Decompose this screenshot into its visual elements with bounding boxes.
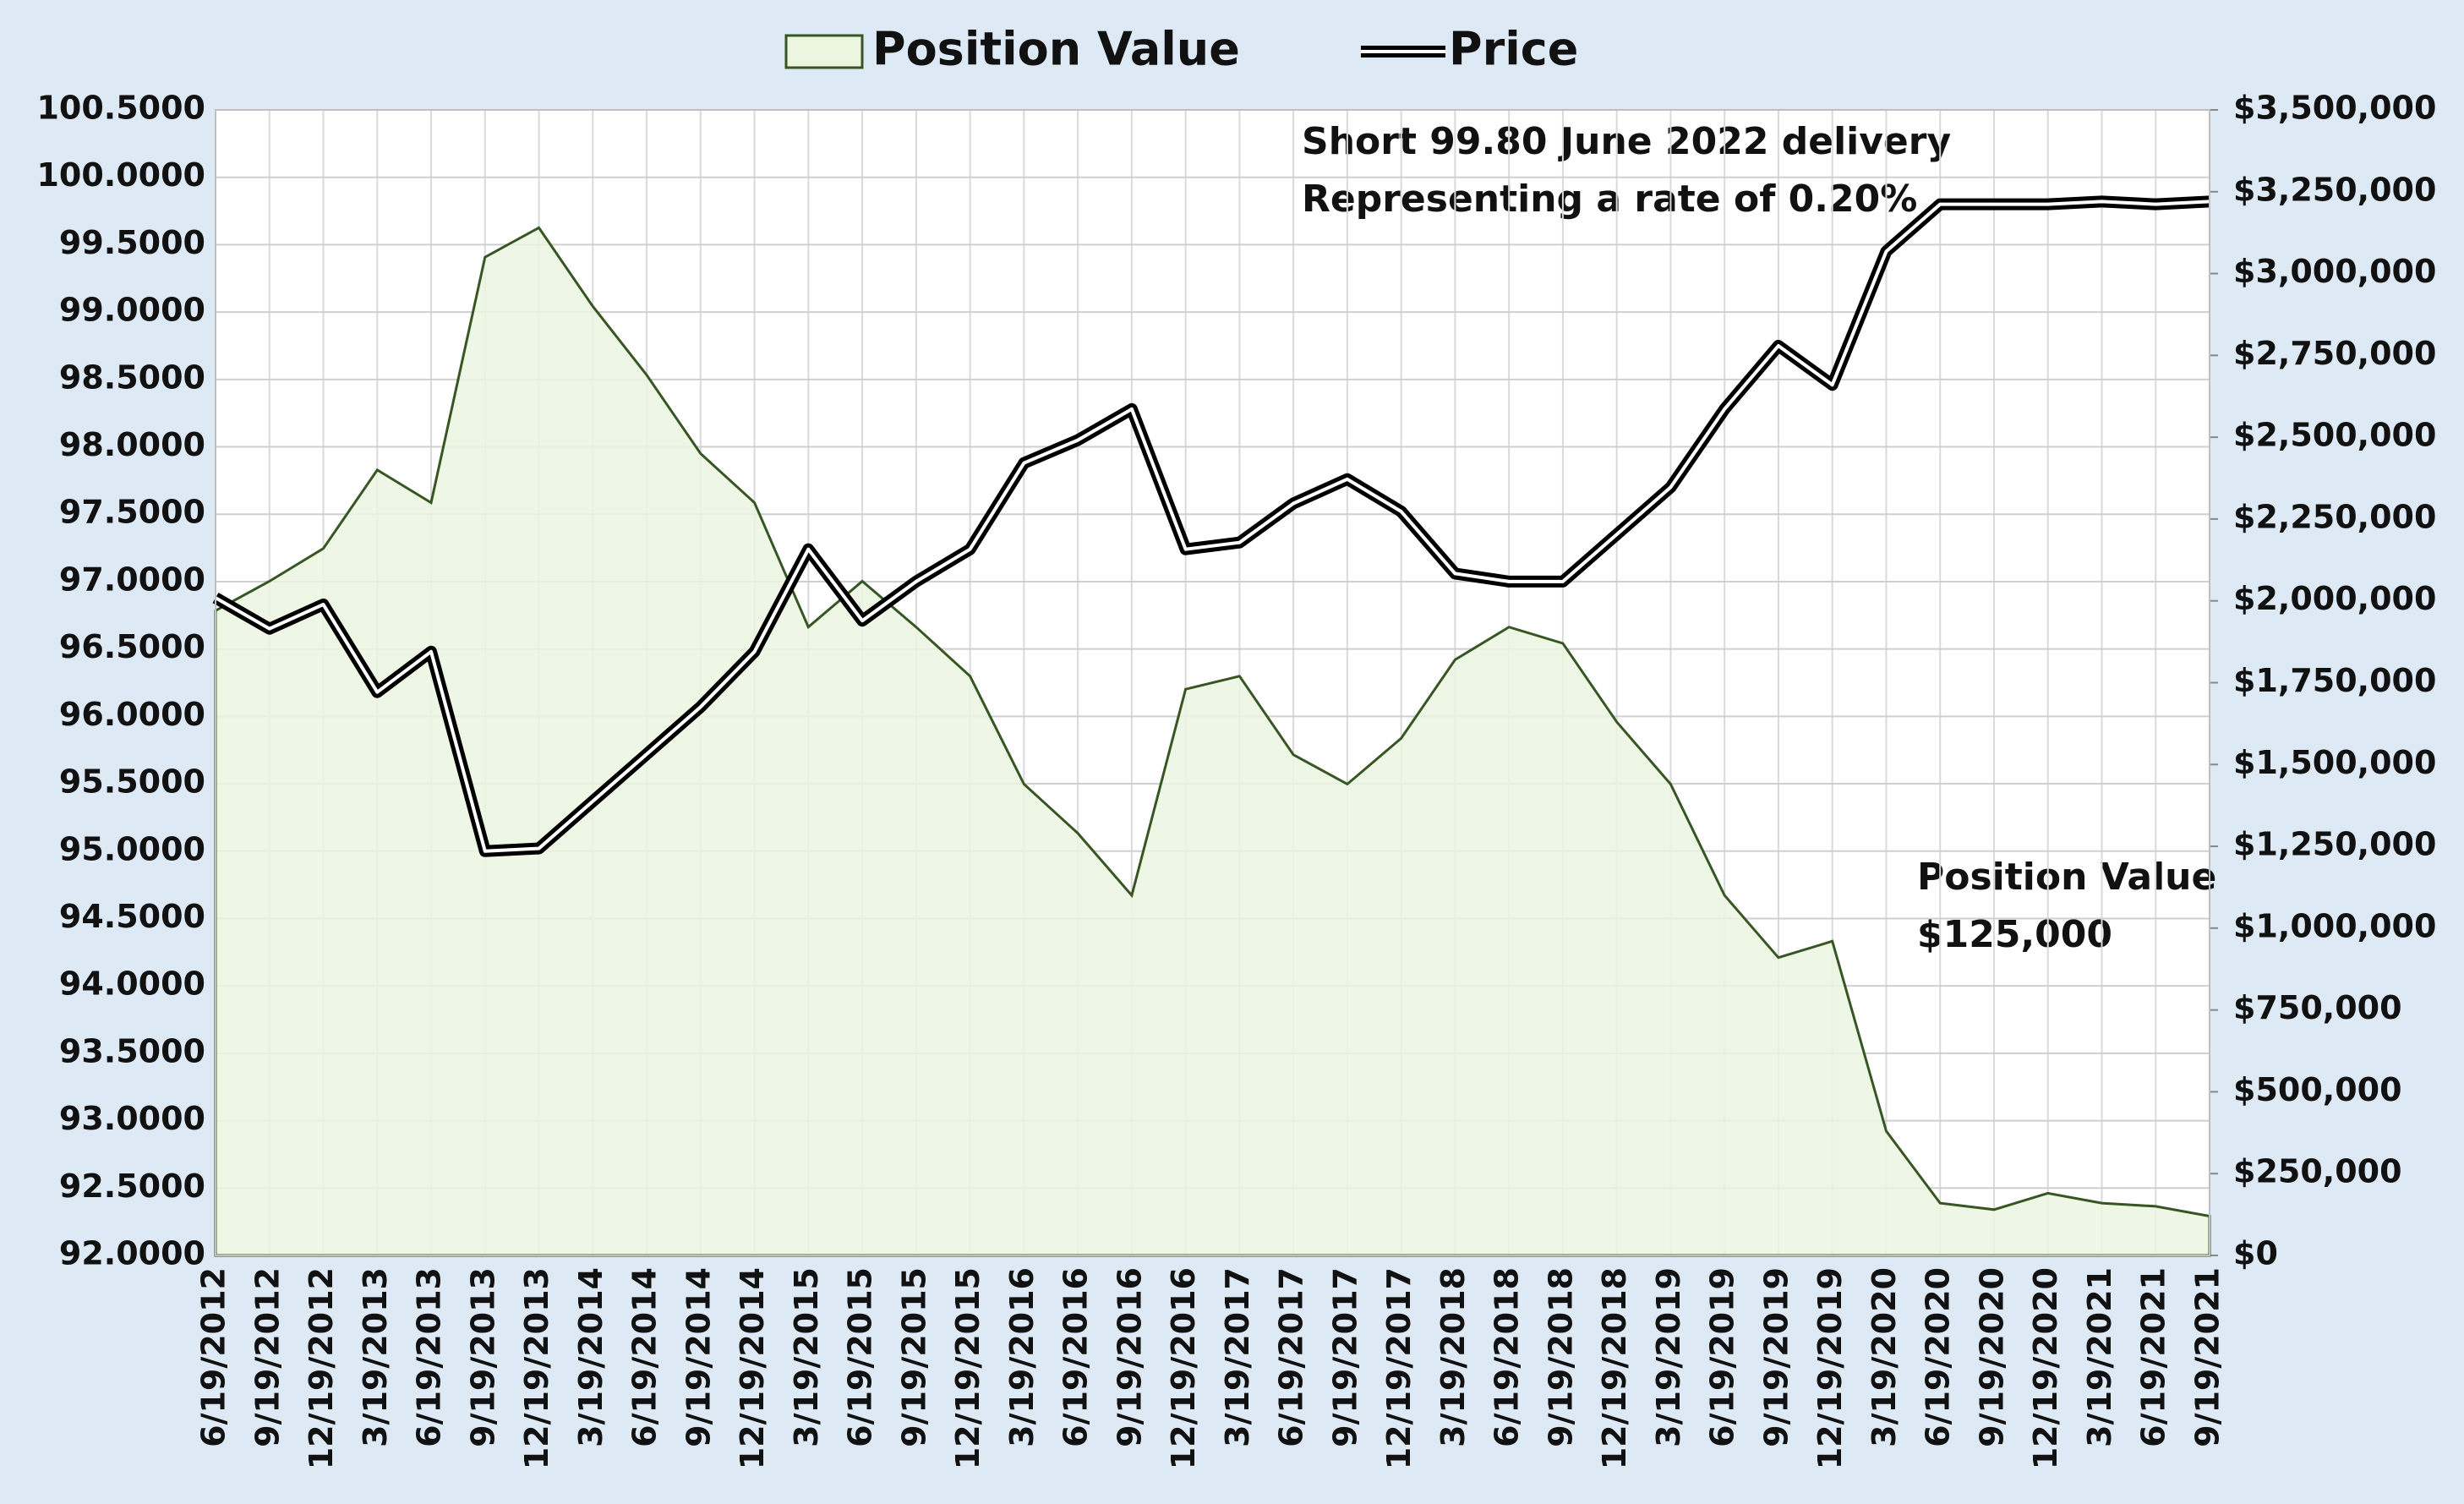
legend: Position Value Price [784, 23, 1578, 76]
y2-tick-label: $1,500,000 [2233, 744, 2436, 781]
x-tick-label: 6/19/2017 [1273, 1267, 1310, 1447]
y-tick-label: 95.5000 [59, 763, 205, 801]
x-tick-label: 12/19/2017 [1380, 1267, 1418, 1469]
y-tick-label: 99.5000 [59, 224, 205, 261]
annotation: Position Value [1917, 856, 2216, 899]
y-tick-label: 92.0000 [59, 1235, 205, 1272]
y-tick-label: 98.5000 [59, 358, 205, 396]
x-tick-label: 9/19/2012 [249, 1267, 286, 1447]
y-tick-label: 100.0000 [36, 156, 205, 194]
x-tick-label: 6/19/2015 [842, 1267, 879, 1447]
x-tick-label: 12/19/2020 [2027, 1267, 2064, 1469]
line-inner [215, 200, 2210, 853]
y2-tick-label: $2,000,000 [2233, 580, 2436, 617]
x-tick-label: 9/19/2013 [464, 1267, 501, 1447]
y2-tick-label: $3,250,000 [2233, 171, 2436, 208]
legend-label: Position Value [872, 23, 1240, 76]
y2-tick-label: $3,000,000 [2233, 253, 2436, 290]
x-tick-label: 6/19/2019 [1704, 1267, 1741, 1447]
x-tick-label: 9/19/2018 [1542, 1267, 1579, 1447]
x-tick-label: 3/19/2018 [1434, 1267, 1472, 1447]
area [214, 226, 2211, 1257]
x-tick-label: 3/19/2013 [357, 1267, 394, 1447]
annotation: $125,000 [1917, 913, 2112, 956]
y-tick-label: 96.0000 [59, 696, 205, 733]
x-tick-label: 12/19/2018 [1596, 1267, 1633, 1469]
y2-tick-label: $0 [2233, 1235, 2278, 1272]
x-tick-label: 3/19/2017 [1219, 1267, 1256, 1447]
x-tick-label: 9/19/2015 [895, 1267, 932, 1447]
annotation: Short 99.80 June 2022 delivery [1302, 120, 1951, 163]
x-tick-label: 6/19/2014 [626, 1267, 664, 1447]
x-tick-label: 12/19/2019 [1811, 1267, 1849, 1469]
y2-tick-label: $2,250,000 [2233, 498, 2436, 535]
y-tick-label: 100.5000 [36, 90, 205, 127]
y2-tick-label: $750,000 [2233, 989, 2402, 1026]
x-tick-label: 9/19/2019 [1757, 1267, 1795, 1447]
x-tick-label: 3/19/2021 [2081, 1267, 2118, 1447]
x-tick-label: 9/19/2021 [2189, 1267, 2226, 1447]
x-tick-label: 9/19/2014 [680, 1267, 717, 1447]
y2-tick-label: $1,750,000 [2233, 662, 2436, 699]
y-tick-label: 94.5000 [59, 898, 205, 935]
legend-swatch [784, 34, 864, 69]
y-tick-label: 97.0000 [59, 561, 205, 598]
x-tick-label: 6/19/2018 [1489, 1267, 1526, 1447]
y-tick-label: 95.0000 [59, 830, 205, 867]
y2-tick-label: $3,500,000 [2233, 90, 2436, 127]
y-tick-label: 94.0000 [59, 965, 205, 1003]
x-tick-label: 6/19/2021 [2135, 1267, 2172, 1447]
x-tick-label: 3/19/2016 [1003, 1267, 1041, 1447]
y-tick-label: 96.5000 [59, 628, 205, 665]
x-tick-label: 12/19/2012 [303, 1267, 340, 1469]
y-tick-label: 92.5000 [59, 1168, 205, 1205]
y2-tick-label: $500,000 [2233, 1071, 2402, 1108]
x-tick-label: 12/19/2013 [518, 1267, 555, 1469]
x-tick-label: 6/19/2016 [1057, 1267, 1095, 1447]
x-tick-label: 6/19/2013 [411, 1267, 448, 1447]
x-tick-label: 3/19/2020 [1866, 1267, 1903, 1447]
y2-tick-label: $1,250,000 [2233, 826, 2436, 863]
y2-tick-label: $1,000,000 [2233, 907, 2436, 944]
annotation: Representing a rate of 0.20% [1302, 178, 1917, 221]
x-tick-label: 9/19/2016 [1111, 1267, 1148, 1447]
x-tick-label: 12/19/2015 [949, 1267, 986, 1469]
plot-border [215, 109, 2210, 1256]
y-tick-label: 93.5000 [59, 1032, 205, 1069]
x-tick-label: 3/19/2015 [788, 1267, 825, 1447]
x-tick-label: 9/19/2017 [1326, 1267, 1363, 1447]
legend-label: Price [1449, 23, 1578, 76]
x-tick-label: 12/19/2016 [1165, 1267, 1202, 1469]
y-tick-label: 97.5000 [59, 494, 205, 531]
x-tick-label: 6/19/2012 [195, 1267, 232, 1447]
y2-tick-label: $250,000 [2233, 1153, 2402, 1190]
y-tick-label: 98.0000 [59, 426, 205, 463]
y2-tick-label: $2,750,000 [2233, 335, 2436, 372]
y2-tick-label: $2,500,000 [2233, 417, 2436, 454]
x-tick-label: 9/19/2020 [1973, 1267, 2010, 1447]
x-tick-label: 3/19/2014 [572, 1267, 609, 1447]
y-tick-label: 93.0000 [59, 1100, 205, 1137]
x-tick-label: 6/19/2020 [1920, 1267, 1957, 1447]
x-tick-label: 3/19/2019 [1650, 1267, 1687, 1447]
x-tick-label: 12/19/2014 [734, 1267, 771, 1469]
y-tick-label: 99.0000 [59, 292, 205, 329]
